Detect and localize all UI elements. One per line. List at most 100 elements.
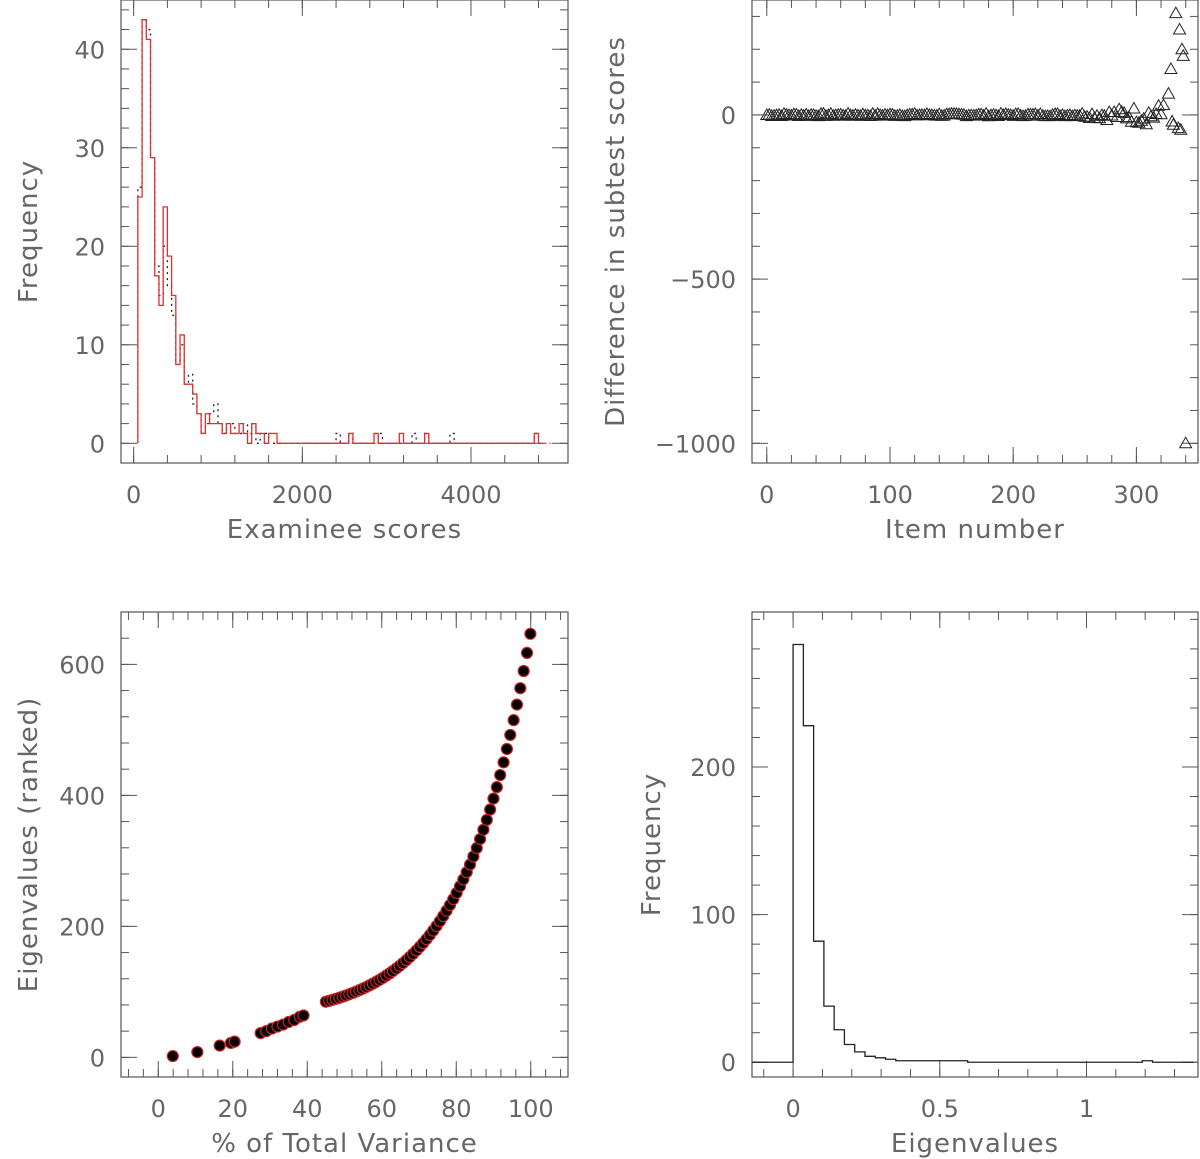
- scatter-point: [1018, 108, 1033, 121]
- scatter-point: [494, 768, 507, 782]
- y-tick-label: 600: [59, 651, 105, 679]
- scatter-point: [1060, 108, 1075, 121]
- scatter-point: [507, 714, 520, 727]
- scatter-point: [900, 108, 915, 121]
- x-tick-label: 100: [508, 1095, 554, 1123]
- scatter-point: [490, 781, 503, 794]
- plot-frame: [751, 0, 1199, 464]
- scatter-point: [524, 627, 537, 640]
- x-tick-label: 1: [1079, 1095, 1094, 1123]
- scatter-point: [957, 107, 971, 120]
- scatter-point: [1156, 98, 1171, 111]
- y-tick-label: 0: [721, 1049, 736, 1077]
- y-tick-label: −500: [670, 266, 736, 294]
- y-tick-label: 10: [74, 332, 105, 360]
- x-tick-label: 20: [217, 1095, 248, 1123]
- x-tick-label: 0.5: [921, 1095, 959, 1123]
- y-tick-label: 0: [90, 1044, 105, 1072]
- scatter-point: [1090, 108, 1104, 121]
- scatter-point: [905, 107, 920, 120]
- x-tick-label: 300: [1113, 481, 1159, 509]
- y-tick-label: −1000: [655, 430, 736, 458]
- y-axis-label: Difference in subtest scores: [601, 36, 631, 427]
- scatter-point: [1164, 61, 1178, 74]
- scatter-point: [974, 107, 989, 120]
- scatter-point: [1045, 107, 1060, 120]
- plot-frame: [120, 0, 569, 464]
- scatter-point: [1168, 6, 1183, 19]
- x-tick-label: 80: [441, 1095, 472, 1123]
- scatter-point: [1165, 114, 1179, 127]
- scatter-point: [1127, 101, 1141, 114]
- scatter-point: [1161, 86, 1176, 99]
- y-tick-label: 200: [59, 913, 105, 941]
- scatter-point: [514, 682, 527, 695]
- x-tick-label: 4000: [440, 481, 501, 509]
- x-axis-label: Examinee scores: [227, 515, 462, 545]
- scatter-point: [484, 803, 497, 816]
- scatter-point: [510, 698, 524, 711]
- scatter-point: [801, 108, 816, 121]
- scatter-point: [487, 792, 500, 805]
- scatter-point: [774, 109, 789, 122]
- y-tick-label: 200: [690, 754, 736, 782]
- y-axis-label: Eigenvalues (ranked): [14, 697, 44, 992]
- scatter-point: [989, 108, 1003, 121]
- scatter-point: [1131, 115, 1146, 128]
- scatter-point: [1129, 115, 1144, 128]
- scatter-point: [480, 813, 493, 826]
- scatter-point: [1080, 109, 1094, 122]
- scatter-point: [1171, 121, 1186, 134]
- panel-eigenvalues-histogram: 0 0.5 1 0 100 200 Eigenvalues Frequency: [637, 611, 1199, 1159]
- scatter-point: [1134, 113, 1149, 126]
- scatter-point: [1172, 22, 1187, 35]
- scatter-point: [1112, 102, 1127, 115]
- scatter-point: [1055, 107, 1070, 120]
- y-tick-label: 0: [721, 102, 736, 130]
- panel-eigenvalues-ranked-scatter: 0 20 40 60 80 100 0 200 400 600 % of Total Varianc…: [14, 611, 569, 1159]
- x-tick-label: 100: [867, 481, 913, 509]
- x-tick-label: 40: [292, 1095, 323, 1123]
- x-tick-label: 0: [759, 481, 774, 509]
- scatter-point: [520, 646, 534, 659]
- x-axis-label: % of Total Variance: [211, 1129, 478, 1159]
- scatter-point: [166, 1049, 179, 1063]
- x-tick-label: 0: [126, 481, 141, 509]
- scatter-point: [1151, 98, 1166, 111]
- scatter-point: [838, 108, 853, 121]
- x-tick-label: 200: [990, 481, 1036, 509]
- scatter-point: [517, 664, 530, 678]
- scatter-point: [767, 108, 782, 121]
- scatter-point: [1166, 117, 1181, 130]
- scatter-point: [981, 109, 996, 122]
- plot-frame: [751, 611, 1199, 1078]
- scatter-point: [1092, 111, 1107, 124]
- y-axis-label: Frequency: [14, 160, 44, 303]
- scatter-point: [1114, 104, 1129, 117]
- x-tick-label: 2000: [272, 481, 333, 509]
- y-tick-label: 20: [74, 233, 105, 261]
- scatter-point: [297, 1009, 310, 1022]
- scatter-point: [811, 109, 826, 122]
- scatter-point: [821, 108, 836, 121]
- scatter-point: [826, 108, 841, 121]
- scatter-point: [1139, 117, 1154, 130]
- x-tick-label: 60: [366, 1095, 397, 1123]
- scatter-point: [1006, 108, 1021, 121]
- scatter-point: [772, 107, 786, 120]
- histogram-series-dotted: [137, 19, 543, 444]
- scatter-point: [1099, 112, 1114, 125]
- scatter-point: [1119, 111, 1134, 124]
- scatter-point: [1075, 106, 1090, 119]
- scatter-point: [976, 108, 991, 121]
- scatter-point: [860, 108, 875, 121]
- y-tick-label: 400: [59, 782, 105, 810]
- plot-frame: [120, 611, 569, 1078]
- scatter-point: [969, 108, 984, 121]
- scatter-point: [1175, 42, 1189, 55]
- panel-examinee-scores-histogram: 0 2000 4000 0 10 20 30 40 Examinee scores Frequen…: [14, 0, 569, 545]
- panel-item-difference-scatter: 0 100 200 300 −1000 −500 0 Item number Differenc…: [601, 0, 1199, 545]
- scatter-point: [1154, 107, 1168, 120]
- scatter-point: [1176, 48, 1191, 61]
- scatter-point: [784, 108, 799, 121]
